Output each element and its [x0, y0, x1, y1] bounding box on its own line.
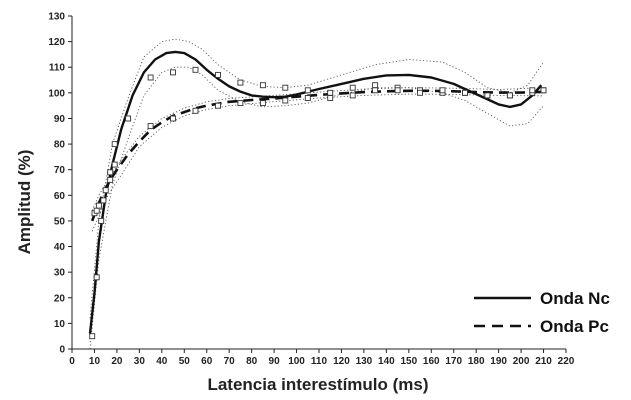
- x-tick-label: 170: [445, 356, 462, 367]
- series-1-data-point: [170, 69, 176, 76]
- series-1-fit-line: [88, 50, 543, 334]
- x-tick-label: 200: [513, 356, 530, 367]
- x-tick-label: 100: [288, 356, 305, 367]
- series-1-data-point: [259, 82, 266, 89]
- x-axis-label: Latencia interestímulo (ms): [207, 375, 428, 394]
- data-points: [89, 66, 547, 340]
- series-2-data-point: [349, 92, 356, 99]
- series-2-data-point: [192, 107, 199, 114]
- y-tick-label: 110: [49, 63, 66, 74]
- series-2-data-point: [439, 87, 446, 94]
- x-tick-label: 10: [89, 356, 101, 367]
- series-2-data-point: [100, 197, 107, 204]
- y-axis-label: Amplitud (%): [15, 150, 34, 255]
- series-2-data-point: [237, 100, 244, 107]
- series-2-data-point: [327, 95, 334, 101]
- x-tick-label: 220: [558, 356, 575, 367]
- series-1-data-point: [107, 169, 114, 176]
- series-2-fit-line: [90, 89, 544, 222]
- series-1-data-point: [98, 217, 105, 224]
- series-2-ci-lower-band: [91, 93, 544, 232]
- series-1-ci-lower-band: [89, 66, 544, 350]
- axes: 0 10 20 30 40 50 60 70 80 90 100 110 120 130 0 10 20 30 40…: [48, 12, 574, 368]
- y-tick-label: 20: [54, 293, 66, 304]
- confidence-bands: [89, 38, 544, 350]
- series-2-data-point: [540, 87, 547, 94]
- series-2-data-point: [95, 202, 102, 209]
- x-tick-label: 30: [134, 356, 146, 367]
- y-tick-label: 120: [48, 37, 65, 48]
- x-tick-label: 210: [535, 356, 552, 367]
- series-1-data-point: [89, 333, 96, 340]
- series-2-data-point: [93, 207, 100, 214]
- x-tick-label: 190: [490, 356, 507, 367]
- series-1-data-point: [349, 84, 356, 91]
- series-1-data-point: [125, 115, 132, 122]
- x-tick-label: 40: [156, 356, 168, 367]
- series-2-data-point: [147, 123, 154, 130]
- series-1-data-point: [237, 79, 244, 86]
- x-tick-label: 90: [269, 356, 281, 367]
- x-tick-label: 60: [201, 356, 213, 367]
- y-tick-label: 10: [54, 319, 66, 330]
- series-2-data-point: [529, 87, 536, 94]
- series-1-data-point: [327, 89, 334, 96]
- y-tick-label: 50: [54, 216, 66, 227]
- y-tick-label: 130: [48, 12, 65, 23]
- series-1-data-point: [304, 87, 311, 94]
- series-2-data-point: [282, 97, 289, 104]
- series-1-data-point: [192, 66, 199, 73]
- series-1-data-point: [111, 141, 118, 148]
- y-tick-label: 100: [48, 88, 65, 99]
- series-2-data-point: [259, 100, 266, 107]
- series-2-data-point: [394, 87, 401, 94]
- x-tick-label: 150: [400, 356, 417, 367]
- x-tick-label: 160: [423, 356, 440, 367]
- y-tick-label: 80: [54, 140, 66, 151]
- x-tick-label: 20: [111, 356, 123, 367]
- x-tick-label: 140: [378, 356, 395, 367]
- x-tick-label: 130: [356, 356, 373, 367]
- series-2-data-point: [484, 92, 491, 99]
- series-1-data-point: [215, 71, 221, 78]
- legend-label-pc: Onda Pc: [540, 317, 609, 336]
- series-2-data-point: [417, 89, 423, 96]
- series-2-data-point: [462, 89, 468, 96]
- series-2-data-point: [215, 102, 221, 109]
- series-1-data-point: [102, 187, 109, 194]
- series-2-data-point: [107, 176, 114, 183]
- series-1-data-point: [147, 74, 154, 81]
- series-2-data-point: [372, 87, 379, 94]
- legend-label-nc: Onda Nc: [540, 289, 610, 308]
- series-2-data-point: [304, 95, 311, 101]
- fit-curves: [88, 50, 544, 334]
- series-2-data-point: [506, 92, 513, 99]
- x-tick-label: 110: [311, 356, 328, 367]
- y-tick-label: 30: [54, 268, 66, 279]
- series-1-data-point: [282, 84, 289, 91]
- series-2-data-point: [111, 161, 118, 168]
- series-1-ci-upper-band: [89, 38, 544, 319]
- y-tick-label: 40: [54, 242, 66, 253]
- series-1-data-point: [93, 274, 100, 281]
- x-tick-label: 0: [69, 356, 75, 367]
- x-tick-label: 70: [224, 356, 236, 367]
- y-tick-label: 70: [54, 165, 66, 176]
- series-1-data-point: [372, 82, 379, 89]
- x-tick-label: 80: [246, 356, 258, 367]
- series-2-ci-upper-band: [91, 87, 544, 211]
- series-2-data-point: [170, 115, 176, 122]
- y-tick-label: 60: [54, 191, 66, 202]
- x-tick-label: 180: [468, 356, 485, 367]
- y-tick-label: 90: [54, 114, 66, 125]
- x-tick-label: 50: [179, 356, 191, 367]
- legend: Onda Nc Onda Pc: [474, 289, 610, 336]
- y-tick-label: 0: [59, 345, 65, 356]
- x-tick-label: 120: [333, 356, 350, 367]
